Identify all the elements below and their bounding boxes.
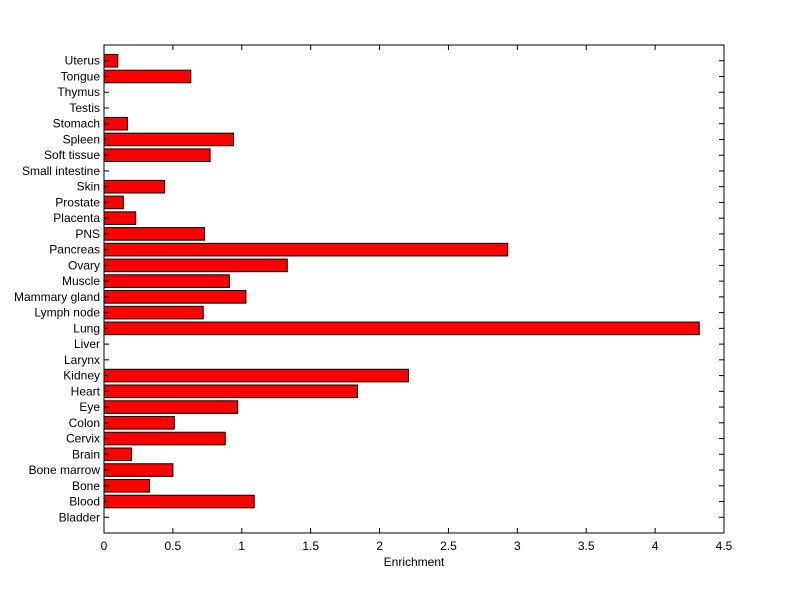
bar-mammary-gland bbox=[103, 290, 247, 304]
y-tick-label: Colon bbox=[69, 416, 100, 430]
y-tick-label: Larynx bbox=[64, 353, 100, 367]
y-tick-label: Brain bbox=[72, 447, 100, 461]
x-tick-label: 4 bbox=[652, 539, 659, 553]
bar-lung bbox=[103, 321, 700, 336]
y-tick-label: Lymph node bbox=[34, 306, 100, 320]
y-tick-label: Testis bbox=[69, 101, 100, 115]
bar-skin bbox=[103, 179, 166, 194]
x-tick-label: 2.5 bbox=[440, 539, 457, 553]
y-tick-label: Stomach bbox=[53, 117, 100, 131]
bar-bone bbox=[103, 478, 150, 493]
y-tick-label: Bone marrow bbox=[29, 463, 101, 477]
y-tick-label: Eye bbox=[79, 400, 100, 414]
y-tick-label: Lung bbox=[73, 321, 100, 335]
y-tick-label: Spleen bbox=[63, 132, 100, 146]
bar-ovary bbox=[103, 258, 288, 273]
y-tick-label: Heart bbox=[71, 384, 101, 398]
bar-bone-marrow bbox=[103, 463, 174, 477]
bar-lymph-node bbox=[103, 305, 204, 320]
bar-eye bbox=[103, 400, 239, 414]
y-tick-label: Uterus bbox=[65, 54, 100, 68]
y-tick-label: Small intestine bbox=[22, 164, 100, 178]
x-tick-label: 3 bbox=[514, 539, 521, 553]
y-tick-label: Blood bbox=[69, 495, 100, 509]
bar-kidney bbox=[103, 368, 409, 383]
x-tick-label: 2 bbox=[376, 539, 383, 553]
bar-spleen bbox=[103, 132, 235, 147]
y-tick-label: Bladder bbox=[59, 510, 100, 524]
y-tick-label: Pancreas bbox=[49, 243, 100, 257]
y-tick-label: Mammary gland bbox=[14, 290, 100, 304]
x-tick-label: 3.5 bbox=[578, 539, 595, 553]
y-tick-label: PNS bbox=[75, 227, 100, 241]
x-tick-label: 0 bbox=[101, 539, 108, 553]
bar-tongue bbox=[103, 69, 192, 84]
y-tick-label: Thymus bbox=[57, 85, 100, 99]
y-tick-label: Cervix bbox=[66, 432, 100, 446]
y-tick-label: Liver bbox=[74, 337, 100, 351]
plot-area-frame bbox=[103, 44, 725, 534]
bars-layer bbox=[103, 53, 700, 509]
y-tick-label: Prostate bbox=[55, 195, 100, 209]
bar-blood bbox=[103, 494, 255, 509]
x-tick-label: 1.5 bbox=[302, 539, 319, 553]
y-tick-label: Skin bbox=[77, 180, 100, 194]
bar-cervix bbox=[103, 431, 226, 446]
y-tick-label: Bone bbox=[72, 479, 100, 493]
y-tick-label: Muscle bbox=[62, 274, 100, 288]
bar-colon bbox=[103, 416, 175, 430]
x-tick-label: 1 bbox=[238, 539, 245, 553]
bar-pns bbox=[103, 227, 206, 241]
bar-soft-tissue bbox=[103, 148, 211, 162]
bar-heart bbox=[103, 384, 359, 399]
bar-muscle bbox=[103, 274, 230, 288]
ticks-layer bbox=[103, 45, 725, 533]
x-tick-label: 0.5 bbox=[165, 539, 182, 553]
y-tick-label: Kidney bbox=[63, 369, 100, 383]
y-tick-label: Placenta bbox=[53, 211, 100, 225]
x-tick-label: 4.5 bbox=[716, 539, 733, 553]
y-tick-label: Soft tissue bbox=[44, 148, 100, 162]
y-tick-label: Ovary bbox=[68, 258, 100, 272]
y-tick-label: Tongue bbox=[61, 69, 101, 83]
x-axis-title: Enrichment bbox=[384, 555, 445, 569]
bar-pancreas bbox=[103, 242, 509, 257]
